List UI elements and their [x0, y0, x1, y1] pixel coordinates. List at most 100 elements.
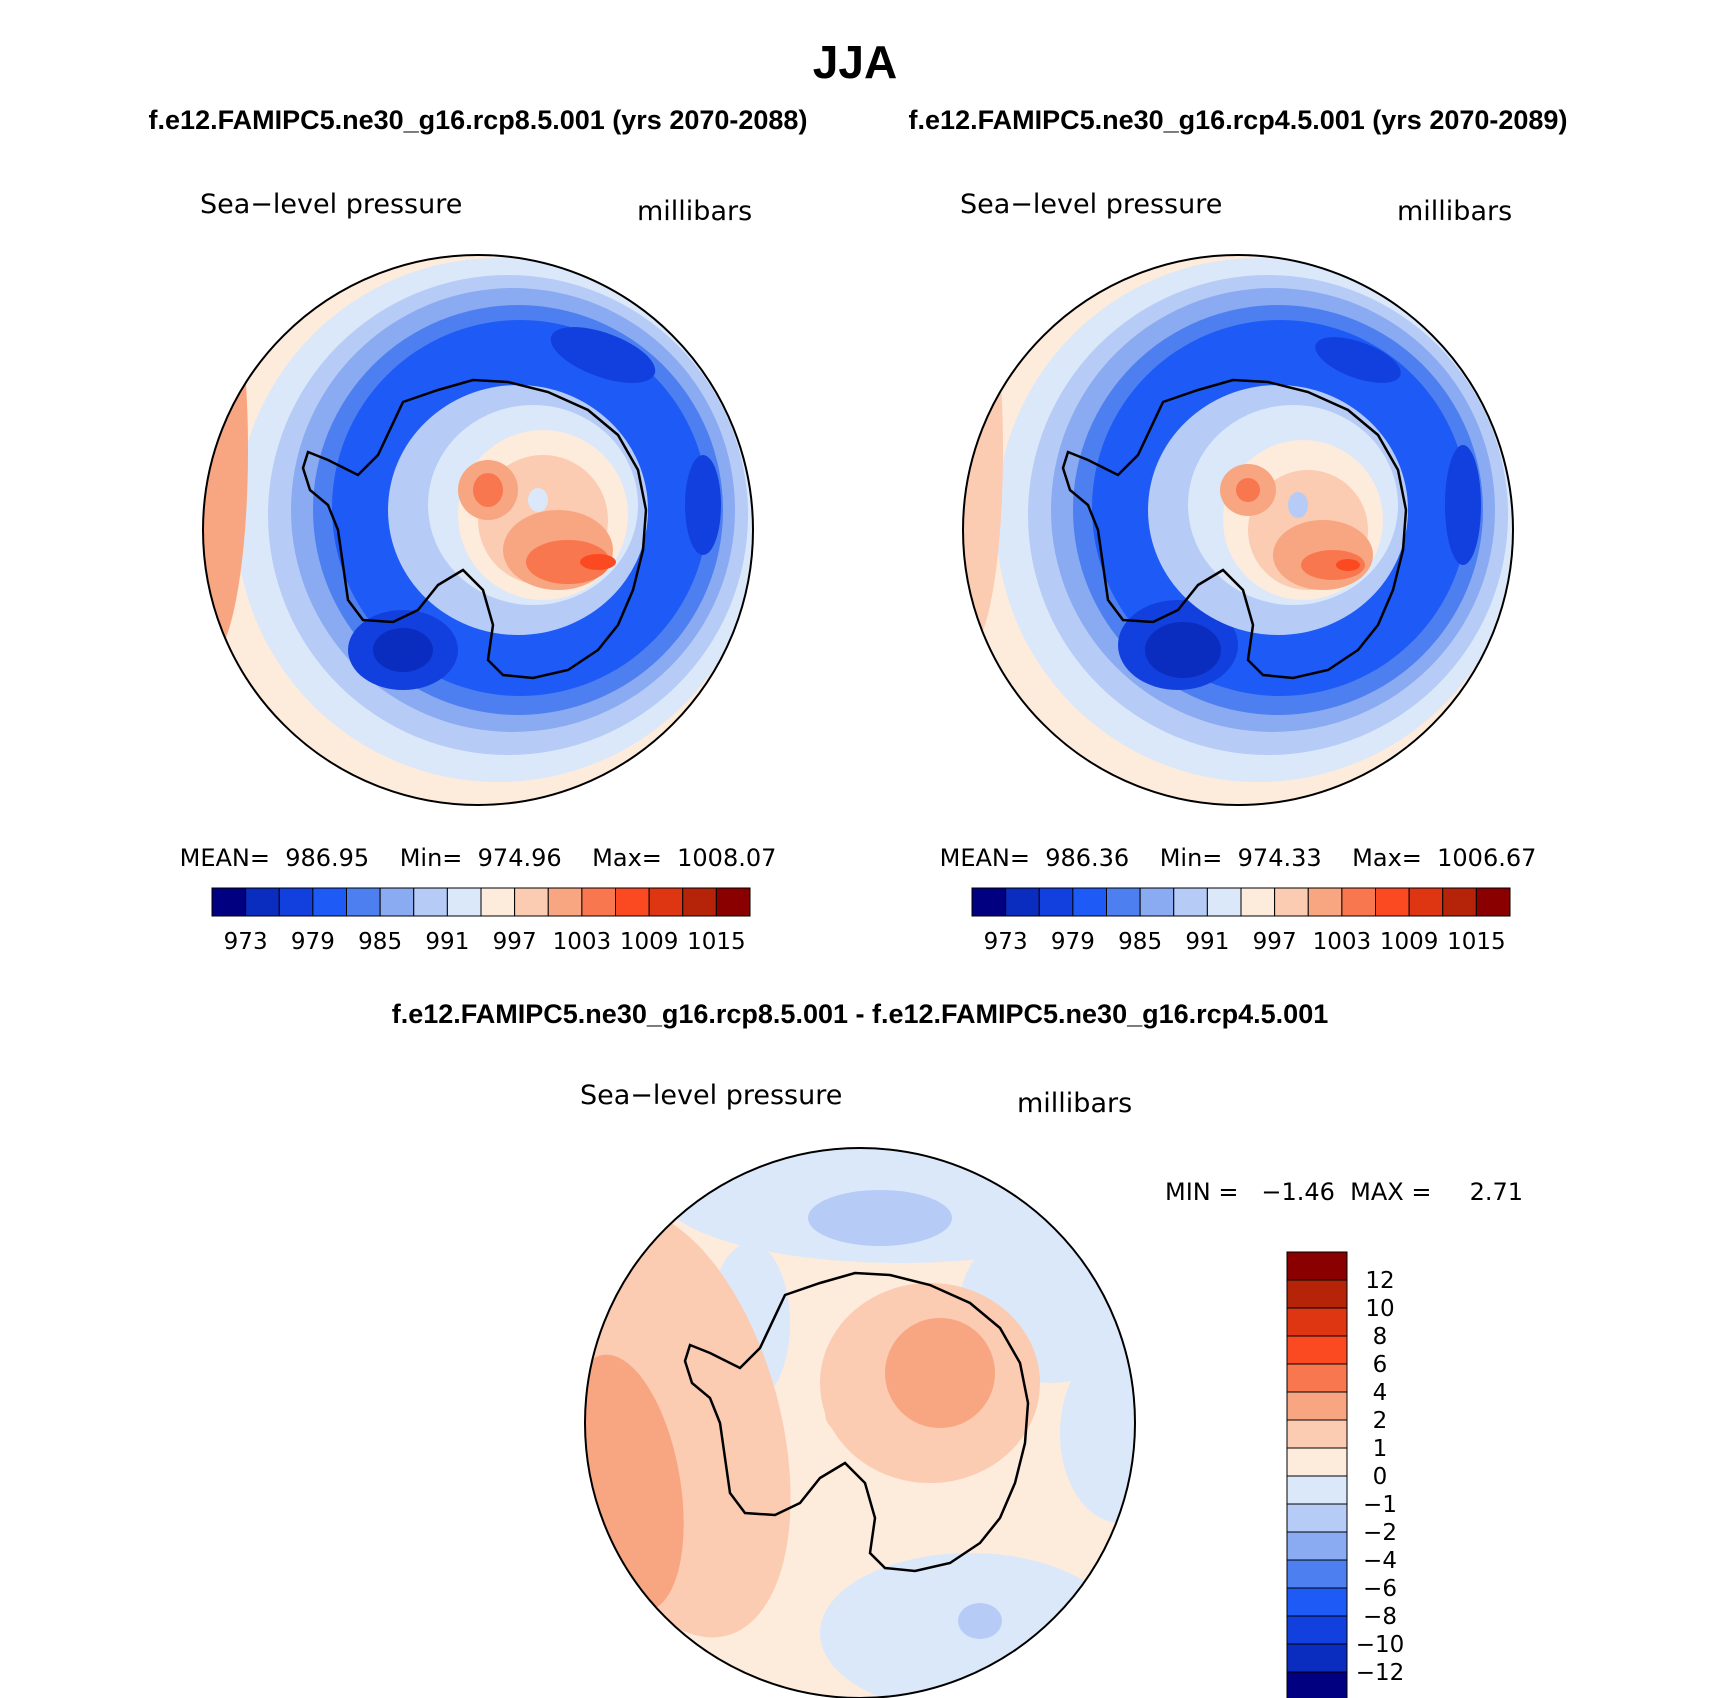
diff-colorbar-swatch: [1286, 1447, 1348, 1477]
diff-colorbar-tick-label: −12: [1356, 1660, 1405, 1686]
right-colorbar-tick-label: 991: [1185, 929, 1229, 955]
diff-colorbar-tick-label: 6: [1373, 1352, 1388, 1378]
diff-colorbar-tick-label: −8: [1363, 1604, 1397, 1630]
diff-colorbar-tick-label: −10: [1356, 1632, 1405, 1658]
right-colorbar-swatch: [1206, 887, 1242, 917]
diff-colorbar-tick-label: 8: [1373, 1324, 1388, 1350]
right-colorbar-swatch: [1038, 887, 1074, 917]
diff-variable-label: Sea−level pressure: [580, 1080, 842, 1111]
figure-title: JJA: [813, 36, 897, 88]
right-stats: MEAN= 986.36 Min= 974.33 Max= 1006.67: [940, 844, 1537, 872]
right-colorbar-swatch: [1307, 887, 1343, 917]
left-colorbar-tick-label: 979: [291, 929, 335, 955]
diff-minmax: MIN = −1.46 MAX = 2.71: [1165, 1178, 1523, 1206]
left-colorbar-tick-label: 973: [224, 929, 268, 955]
left-colorbar-swatch: [346, 887, 381, 917]
right-colorbar-swatch: [1274, 887, 1309, 917]
left-colorbar-swatch: [682, 887, 717, 917]
left-colorbar-swatch: [413, 887, 448, 917]
diff-colorbar-tick-label: 4: [1373, 1380, 1388, 1406]
left-colorbar-swatch: [514, 887, 549, 917]
diff-colorbar-swatch: [1286, 1475, 1348, 1505]
diff-colorbar-tick-label: −1: [1363, 1492, 1397, 1518]
left-colorbar-tick-label: 1015: [687, 929, 746, 955]
right-colorbar-swatch: [1173, 887, 1208, 917]
right-colorbar-swatch: [971, 887, 1007, 917]
right-colorbar-swatch: [1341, 887, 1376, 917]
diff-colorbar-swatch: [1286, 1615, 1348, 1645]
right-colorbar-swatch: [1072, 887, 1107, 917]
right-colorbar-tick-label: 1003: [1313, 929, 1372, 955]
diff-colorbar-tick-label: 12: [1365, 1268, 1394, 1294]
left-colorbar-swatch: [446, 887, 482, 917]
left-colorbar-swatch: [312, 887, 347, 917]
left-colorbar-tick-label: 991: [425, 929, 469, 955]
left-colorbar-swatch: [211, 887, 247, 917]
right-colorbar-swatch: [1442, 887, 1477, 917]
diff-header: f.e12.FAMIPC5.ne30_g16.rcp8.5.001 - f.e1…: [392, 999, 1328, 1029]
diff-colorbar-tick-label: −4: [1363, 1548, 1397, 1574]
right-colorbar-swatch: [1139, 887, 1175, 917]
right-colorbar-swatch: [1375, 887, 1410, 917]
left-colorbar-tick-label: 985: [358, 929, 402, 955]
diff-colorbar-tick-label: 10: [1365, 1296, 1394, 1322]
right-colorbar-tick-label: 1015: [1447, 929, 1506, 955]
diff-colorbar-tick-label: −2: [1363, 1520, 1397, 1546]
left-colorbar-swatch: [581, 887, 616, 917]
diff-colorbar-swatch: [1286, 1531, 1348, 1561]
left-colorbar-tick-label: 1009: [620, 929, 679, 955]
diff-colorbar-swatch: [1286, 1335, 1348, 1365]
right-panel: Sea−level pressure millibars: [940, 189, 1537, 955]
diff-units-label: millibars: [1017, 1088, 1132, 1119]
diff-colorbar-swatch: [1286, 1279, 1348, 1309]
diff-colorbar-swatch: [1286, 1643, 1348, 1673]
left-stats: MEAN= 986.95 Min= 974.96 Max= 1008.07: [180, 844, 777, 872]
diff-colorbar-tick-label: 0: [1373, 1464, 1388, 1490]
right-polar-map: [962, 254, 1514, 806]
right-colorbar-tick-label: 985: [1118, 929, 1162, 955]
diff-colorbar-tick-label: 1: [1373, 1436, 1388, 1462]
left-colorbar-swatch: [615, 887, 650, 917]
diff-colorbar-swatch: [1286, 1587, 1348, 1617]
diff-colorbar-swatch: [1286, 1251, 1348, 1281]
diff-colorbar-swatch: [1286, 1559, 1348, 1589]
left-panel: Sea−level pressure millibars: [180, 189, 777, 955]
left-polar-map: [202, 254, 754, 806]
diff-colorbar-swatch: [1286, 1419, 1348, 1449]
diff-colorbar-swatch: [1286, 1671, 1348, 1698]
left-colorbar-swatch: [480, 887, 516, 917]
right-variable-label: Sea−level pressure: [960, 189, 1222, 220]
left-colorbar-swatch: [278, 887, 314, 917]
left-colorbar-swatch: [715, 887, 751, 917]
right-colorbar-swatch: [1475, 887, 1511, 917]
right-colorbar-swatch: [1005, 887, 1040, 917]
left-colorbar: 973 979 985 991 997 1003 1009 1015: [211, 887, 751, 955]
right-case-header: f.e12.FAMIPC5.ne30_g16.rcp4.5.001 (yrs 2…: [909, 105, 1568, 135]
right-colorbar-tick-label: 973: [984, 929, 1028, 955]
diff-colorbar-swatch: [1286, 1363, 1348, 1393]
left-colorbar-swatch: [648, 887, 684, 917]
right-colorbar-tick-label: 1009: [1380, 929, 1439, 955]
left-colorbar-swatch: [547, 887, 583, 917]
right-colorbar-swatch: [1408, 887, 1444, 917]
left-case-header: f.e12.FAMIPC5.ne30_g16.rcp8.5.001 (yrs 2…: [149, 105, 808, 135]
diff-colorbar-tick-label: 2: [1373, 1408, 1388, 1434]
diff-colorbar-tick-label: −6: [1363, 1576, 1397, 1602]
left-variable-label: Sea−level pressure: [200, 189, 462, 220]
diff-panel: f.e12.FAMIPC5.ne30_g16.rcp8.5.001 - f.e1…: [392, 999, 1523, 1698]
right-colorbar-tick-label: 979: [1051, 929, 1095, 955]
right-units-label: millibars: [1397, 196, 1512, 227]
diff-colorbar-swatch: [1286, 1307, 1348, 1337]
right-colorbar-swatch: [1106, 887, 1141, 917]
right-colorbar-swatch: [1240, 887, 1276, 917]
diff-polar-map: [584, 1147, 1136, 1698]
left-colorbar-swatch: [245, 887, 280, 917]
right-colorbar: 973 979 985 991 997 1003 1009 1015: [971, 887, 1511, 955]
left-colorbar-tick-label: 997: [493, 929, 537, 955]
diff-colorbar-swatch: [1286, 1391, 1348, 1421]
right-colorbar-tick-label: 997: [1253, 929, 1297, 955]
left-colorbar-tick-label: 1003: [553, 929, 612, 955]
diff-colorbar-swatch: [1286, 1503, 1348, 1533]
